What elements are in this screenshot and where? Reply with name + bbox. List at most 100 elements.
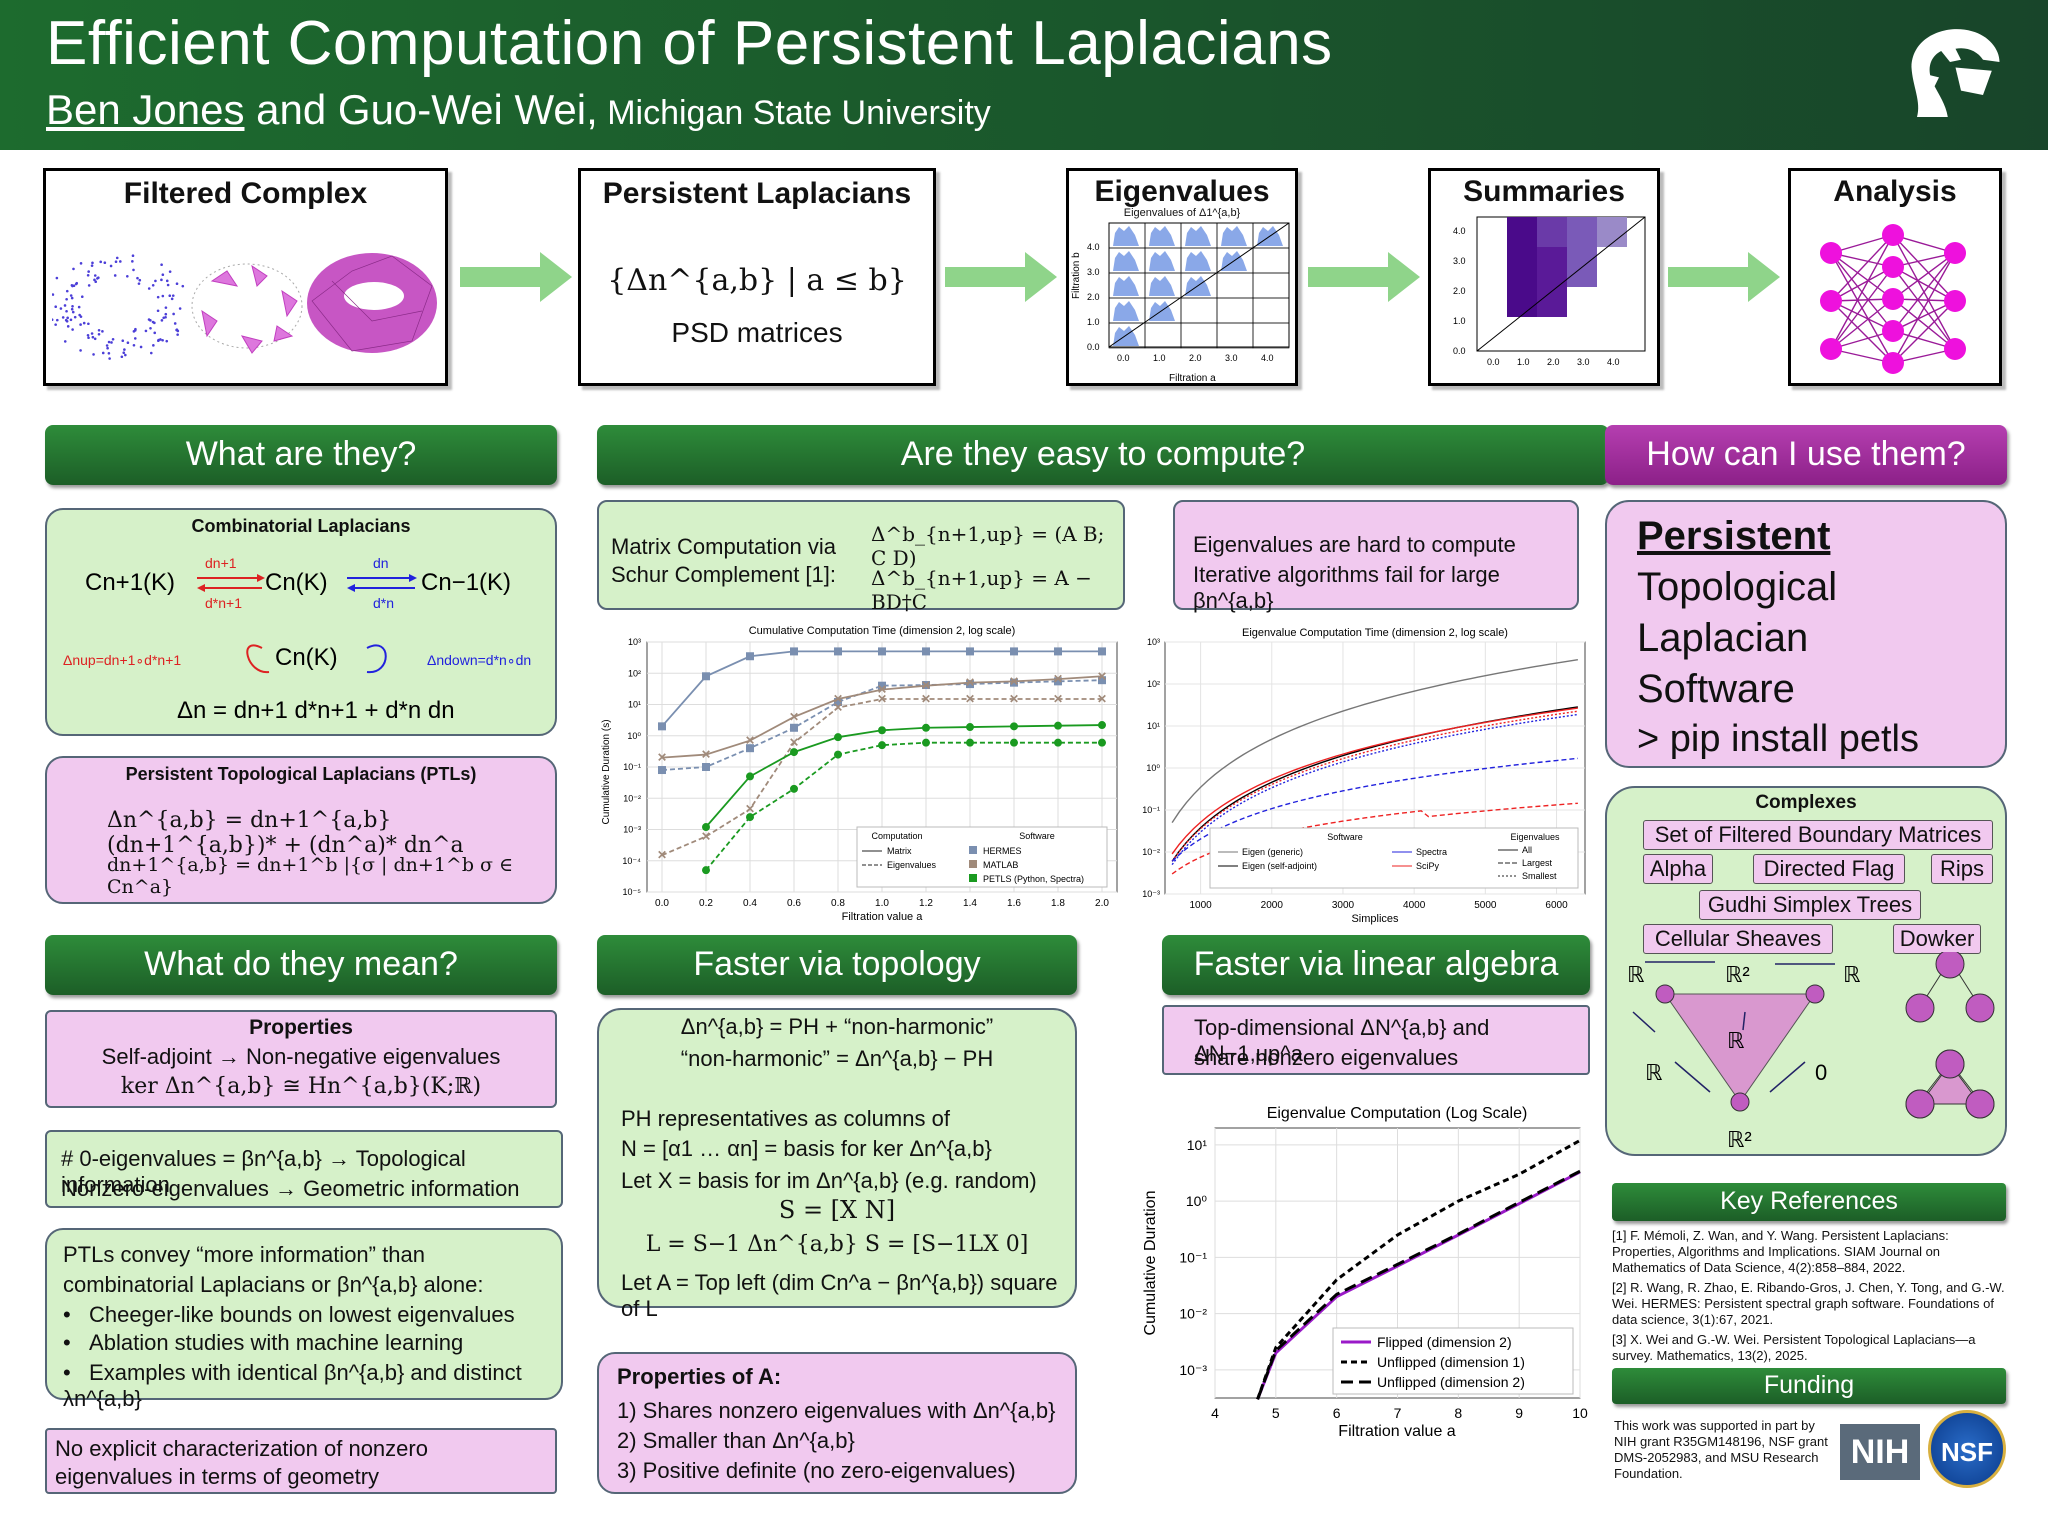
x-tick-label: 1.8 xyxy=(1051,898,1065,909)
author-1[interactable]: Ben Jones xyxy=(46,86,245,133)
x-axis-label: Simplices xyxy=(1351,913,1399,925)
svg-text:ℝ²: ℝ² xyxy=(1727,1127,1752,1152)
pipeline-arrow-icon xyxy=(1668,252,1780,302)
ptl-definition-box: Persistent Topological Laplacians (PTLs)… xyxy=(45,756,557,904)
data-point xyxy=(834,647,842,656)
x-tick-label: 6000 xyxy=(1545,900,1568,911)
data-point xyxy=(922,723,930,732)
reference-1[interactable]: [1] F. Mémoli, Z. Wan, and Y. Wang. Pers… xyxy=(1612,1228,1949,1275)
acronym-persistent: Persistent xyxy=(1637,514,1831,558)
section-key-references: Key References xyxy=(1612,1183,2006,1221)
pip-install-command[interactable]: > pip install petls xyxy=(1637,718,1919,760)
x-tick-label: 4000 xyxy=(1403,900,1426,911)
data-point: ✕ xyxy=(877,692,887,706)
header-bar xyxy=(0,0,2048,150)
y-tick-label: 4.0 xyxy=(1087,242,1100,252)
series-line xyxy=(1256,1139,1581,1400)
data-point xyxy=(1098,721,1106,730)
series-line xyxy=(1171,707,1578,855)
data-point: ✕ xyxy=(1097,669,1107,683)
x-tick-label: 1.0 xyxy=(1517,357,1530,367)
y-tick-label: 10⁰ xyxy=(627,731,641,741)
svg-text:Computation: Computation xyxy=(871,831,922,841)
neuron-node xyxy=(1882,256,1904,278)
x-tick-label: 1.0 xyxy=(875,898,889,909)
section-what-are-they: What are they? xyxy=(45,425,557,485)
data-point xyxy=(702,866,710,875)
svg-text:d*n: d*n xyxy=(373,595,394,611)
data-point: ✕ xyxy=(965,676,975,690)
complex-rips[interactable]: Rips xyxy=(1931,854,1993,884)
filtered-complex-illustration xyxy=(52,253,437,360)
data-point xyxy=(878,647,886,656)
y-tick-label: 10⁰ xyxy=(1186,1193,1208,1209)
eigenvalue-log-chart: Eigenvalue Computation (Log Scale) 10⁻³ 10… xyxy=(1142,1105,1588,1438)
svg-text:ℝ: ℝ xyxy=(1645,1060,1663,1085)
complex-dowker[interactable]: Dowker xyxy=(1893,924,1981,954)
eigenvalue-info-box: # 0-eigenvalues = βn^{a,b} → Topological… xyxy=(45,1130,563,1208)
series-line xyxy=(1256,1169,1581,1400)
data-point: ✕ xyxy=(833,692,843,706)
y-tick-label: 10⁻¹ xyxy=(1179,1249,1207,1265)
complex-boundary-matrices[interactable]: Set of Filtered Boundary Matrices xyxy=(1643,820,1993,850)
y-tick-label: 10⁻⁴ xyxy=(622,856,641,866)
svg-text:Spectra: Spectra xyxy=(1416,847,1447,857)
data-point xyxy=(966,738,974,747)
complex-directed-flag[interactable]: Directed Flag xyxy=(1753,854,1905,884)
data-point xyxy=(966,647,974,656)
neuron-node xyxy=(1944,290,1966,312)
x-tick-label: 3.0 xyxy=(1577,357,1590,367)
data-point xyxy=(746,813,754,822)
section-faster-linear-algebra: Faster via linear algebra xyxy=(1162,935,1590,995)
stage-summaries: Summaries 0.0 0.0 1.0 1.0 2.0 2.0 3.0 3.0 4.0 4.0 xyxy=(1428,168,1660,386)
x-tick-label: 1.6 xyxy=(1007,898,1021,909)
x-tick-label: 1000 xyxy=(1189,900,1212,911)
data-point xyxy=(834,750,842,759)
neural-network-icon xyxy=(1820,224,1966,374)
y-tick-label: 10⁻³ xyxy=(1179,1362,1207,1378)
data-point xyxy=(1010,738,1018,747)
x-tick-label: 2.0 xyxy=(1189,353,1202,363)
data-point xyxy=(878,741,886,750)
data-point xyxy=(1010,678,1018,687)
y-tick-label: 1.0 xyxy=(1453,316,1466,326)
data-point xyxy=(790,723,798,732)
nih-logo: NIH xyxy=(1840,1424,1920,1480)
svg-text:ℝ: ℝ xyxy=(1843,962,1861,987)
eigenvalue-time-chart: Eigenvalue Computation Time (dimension 2… xyxy=(1142,627,1586,925)
data-point xyxy=(658,722,666,731)
section-how-to-use: How can I use them? xyxy=(1605,425,2007,485)
chart-title: Eigenvalue Computation Time (dimension 2… xyxy=(1242,627,1508,639)
reference-2[interactable]: [2] R. Wang, R. Zhao, E. Ribando-Gros, J… xyxy=(1612,1280,2005,1327)
stage-analysis: Analysis xyxy=(1788,168,2002,386)
svg-text:MATLAB: MATLAB xyxy=(983,860,1018,870)
neuron-node xyxy=(1944,242,1966,264)
data-point: ✕ xyxy=(921,692,931,706)
neuron-node xyxy=(1882,320,1904,342)
svg-text:Software: Software xyxy=(1019,831,1055,841)
eigen-histogram xyxy=(1113,301,1139,321)
y-axis-label: Cumulative Duration (s) xyxy=(601,719,612,824)
data-point xyxy=(1098,676,1106,685)
data-point: ✕ xyxy=(1009,692,1019,706)
eigen-histogram xyxy=(1185,251,1211,271)
complex-cellular-sheaves[interactable]: Cellular Sheaves xyxy=(1643,924,1833,954)
svg-text:Cn(K): Cn(K) xyxy=(275,644,338,671)
data-point: ✕ xyxy=(701,748,711,762)
data-point xyxy=(1010,722,1018,731)
reference-3[interactable]: [3] X. Wei and G.-W. Wei. Persistent Top… xyxy=(1612,1332,1976,1363)
data-point xyxy=(922,647,930,656)
series-line xyxy=(1171,757,1578,862)
data-point xyxy=(922,738,930,747)
complex-alpha[interactable]: Alpha xyxy=(1643,854,1713,884)
eigen-histogram xyxy=(1113,226,1139,246)
svg-text:HERMES: HERMES xyxy=(983,846,1022,856)
series-line xyxy=(661,698,1102,857)
summary-heatmap-chart: 0.0 0.0 1.0 1.0 2.0 2.0 3.0 3.0 4.0 4.0 xyxy=(1453,216,1646,367)
y-tick-label: 10⁻² xyxy=(623,793,641,803)
properties-of-a-box: Properties of A: 1) Shares nonzero eigen… xyxy=(597,1352,1077,1494)
svg-text:Filtration b: Filtration b xyxy=(1071,252,1082,299)
complex-gudhi[interactable]: Gudhi Simplex Trees xyxy=(1699,890,1921,920)
data-point xyxy=(746,652,754,661)
y-tick-label: 10¹ xyxy=(1147,721,1160,731)
